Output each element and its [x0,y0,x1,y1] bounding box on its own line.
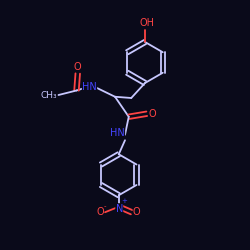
Text: HN: HN [110,128,125,138]
Text: O: O [74,62,82,72]
Text: N: N [116,204,123,214]
Text: CH₃: CH₃ [40,90,57,100]
Text: O: O [148,109,156,119]
Text: -: - [103,203,106,209]
Text: HN: HN [82,82,97,92]
Text: OH: OH [140,18,155,28]
Text: O: O [133,207,140,217]
Text: O: O [96,207,104,217]
Text: +: + [121,198,127,204]
